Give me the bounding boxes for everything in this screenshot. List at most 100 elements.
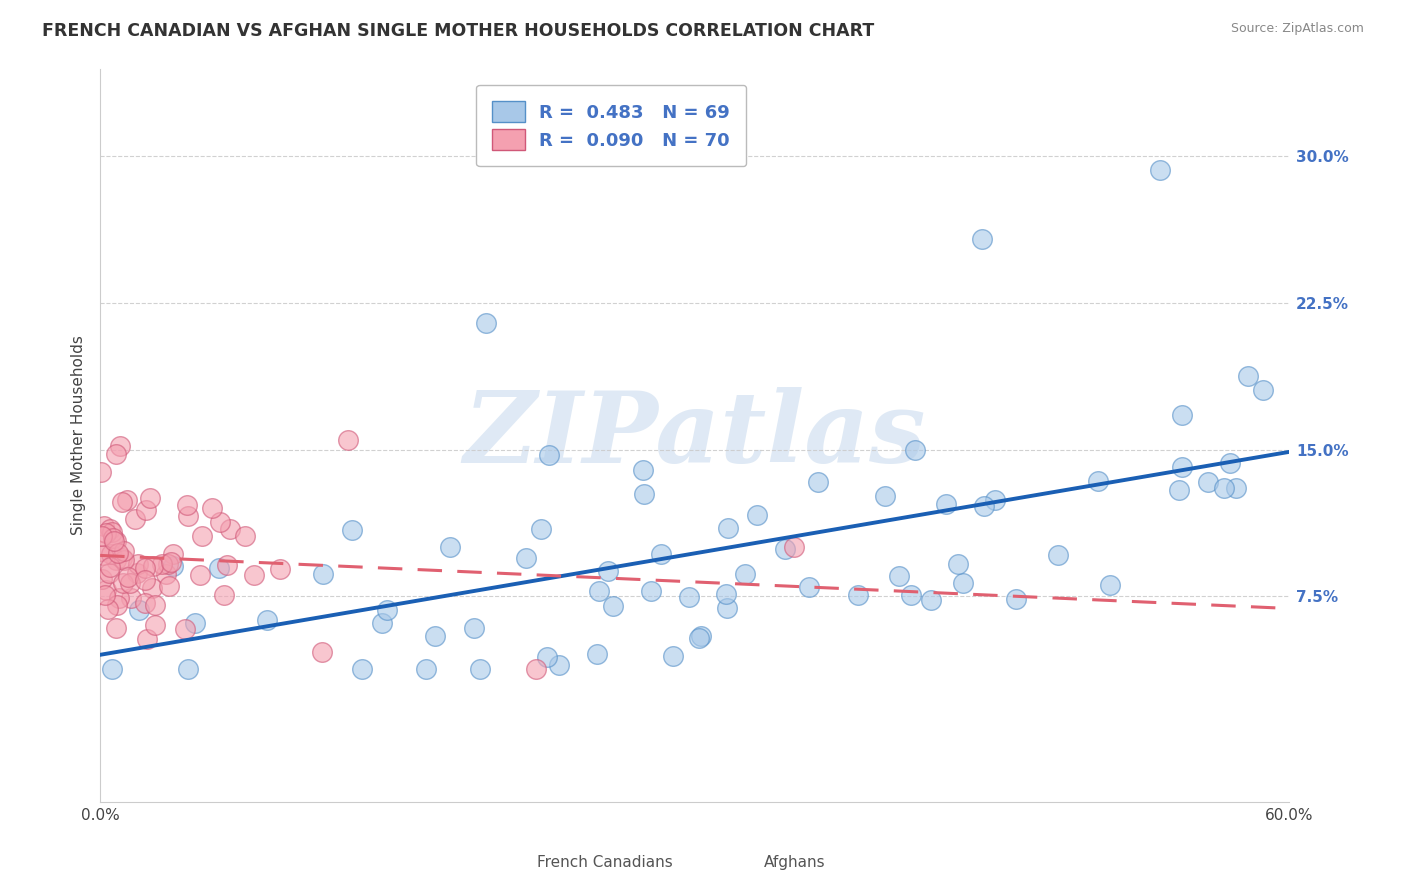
Point (846, 589, 869, 603)
Point (108, 439, 131, 453)
Point (1046, 549, 1069, 563)
Point (782, 541, 804, 555)
Point (536, 649, 558, 664)
Point (1167, 483, 1189, 498)
Point (640, 583, 662, 598)
Point (463, 621, 485, 635)
Point (243, 567, 266, 582)
Point (233, 529, 256, 543)
Point (662, 649, 685, 664)
Point (678, 590, 700, 604)
Point (150, 557, 173, 571)
Point (340, 523, 363, 537)
Point (983, 492, 1005, 507)
Point (1236, 369, 1258, 384)
Point (177, 662, 200, 676)
Point (1225, 481, 1247, 495)
Point (97, 601, 120, 615)
Point (214, 588, 236, 602)
Point (90, 465, 112, 479)
Point (103, 532, 125, 546)
Point (973, 499, 995, 513)
Point (201, 501, 224, 516)
Point (269, 562, 291, 576)
Point (312, 567, 335, 582)
Point (935, 497, 957, 511)
Point (155, 566, 177, 581)
Point (1219, 456, 1241, 470)
Point (717, 521, 740, 535)
Point (689, 629, 711, 643)
Point (125, 566, 148, 580)
Point (745, 508, 768, 523)
Text: Afghans: Afghans (763, 855, 825, 870)
Point (439, 540, 461, 554)
Point (1005, 591, 1028, 606)
Text: ZIPatlas: ZIPatlas (464, 387, 925, 483)
Point (350, 662, 373, 676)
Point (375, 603, 398, 617)
Point (596, 564, 619, 578)
Point (1149, 163, 1171, 178)
Point (208, 516, 231, 530)
Point (920, 593, 942, 607)
Point (141, 581, 163, 595)
Point (602, 599, 624, 614)
Point (650, 547, 672, 561)
Point (100, 559, 122, 574)
Point (1171, 460, 1194, 475)
Point (1087, 474, 1109, 488)
Point (160, 555, 183, 569)
Point (716, 600, 738, 615)
Text: French Canadians: French Canadians (537, 855, 672, 870)
Point (134, 596, 156, 610)
Point (336, 433, 359, 447)
Point (588, 584, 610, 599)
Point (946, 557, 969, 571)
Point (173, 622, 195, 636)
Point (970, 231, 993, 245)
Point (1197, 475, 1219, 489)
Point (215, 558, 238, 573)
Point (586, 647, 609, 661)
Point (162, 548, 184, 562)
Point (191, 529, 214, 543)
Point (128, 603, 150, 617)
Point (94, 525, 117, 540)
Point (111, 550, 134, 565)
Point (952, 575, 974, 590)
Point (156, 558, 179, 572)
Point (177, 508, 200, 523)
Point (1099, 578, 1122, 592)
Point (103, 534, 125, 549)
Point (120, 591, 142, 605)
Point (134, 561, 156, 575)
Point (524, 662, 547, 676)
Point (100, 547, 122, 561)
Point (548, 657, 571, 672)
Point (530, 522, 553, 536)
Point (127, 558, 149, 572)
Point (256, 613, 278, 627)
Point (100, 662, 122, 676)
Point (633, 487, 655, 501)
Point (134, 573, 156, 587)
Point (100, 525, 122, 540)
Point (115, 493, 138, 508)
Y-axis label: Single Mother Households: Single Mother Households (72, 335, 86, 535)
Point (91, 529, 114, 543)
Point (311, 645, 333, 659)
Point (124, 512, 146, 526)
Point (108, 591, 131, 605)
Point (135, 632, 157, 646)
Point (135, 503, 157, 517)
Point (1213, 481, 1236, 495)
Point (105, 598, 128, 612)
Point (111, 495, 134, 509)
Point (425, 629, 447, 643)
Point (94, 588, 117, 602)
Point (1251, 383, 1274, 397)
Point (90, 572, 112, 586)
Point (370, 616, 392, 631)
Point (415, 662, 437, 676)
